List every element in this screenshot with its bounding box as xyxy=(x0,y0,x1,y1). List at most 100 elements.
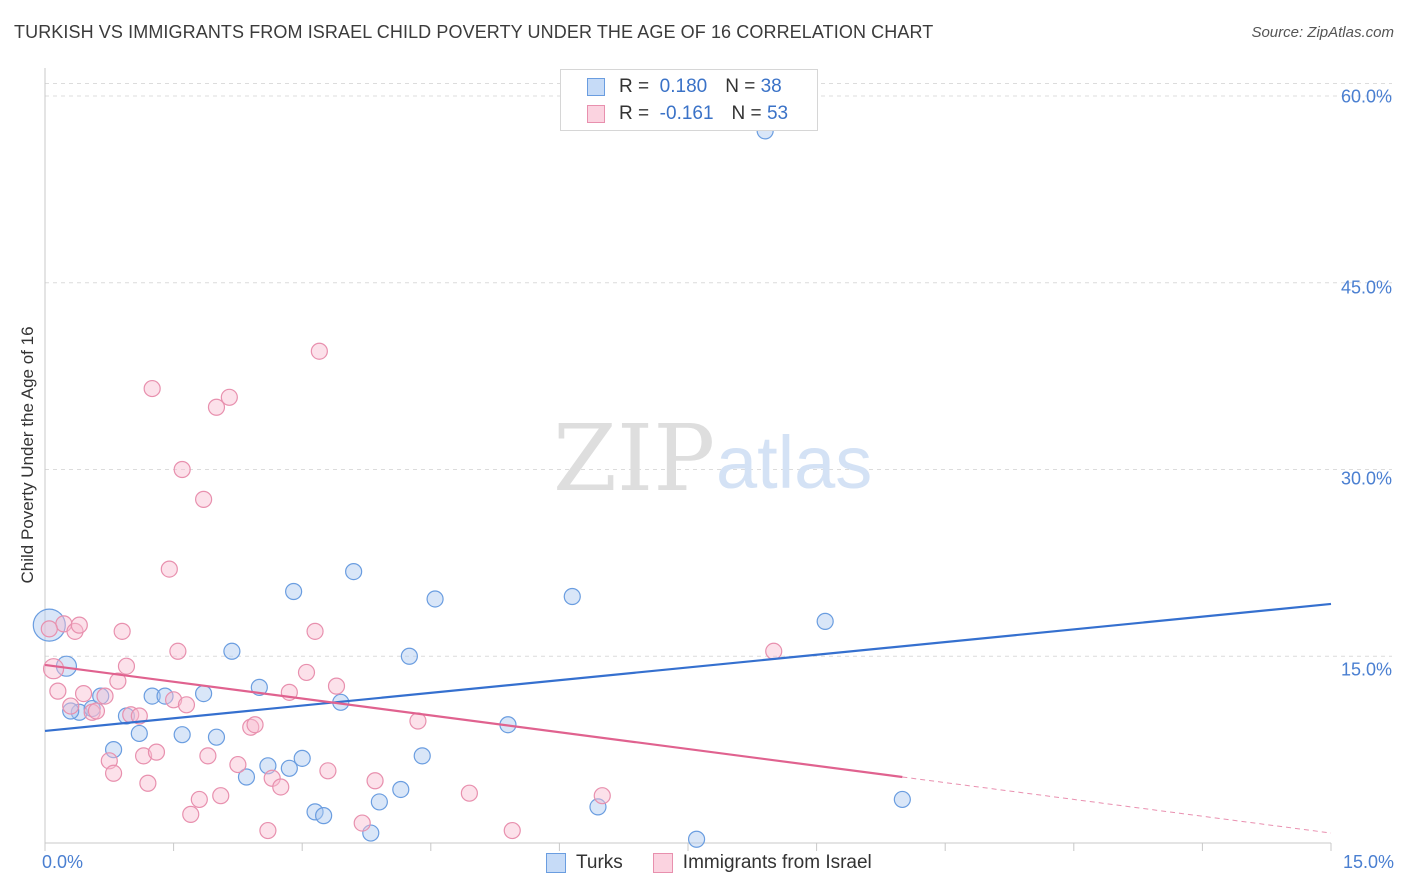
r-label: R = xyxy=(619,76,650,97)
israel-point xyxy=(139,774,157,792)
israel-point xyxy=(70,616,88,634)
y-tick-label: 60.0% xyxy=(1340,86,1392,107)
israel-swatch xyxy=(652,853,673,873)
israel-point xyxy=(207,398,226,416)
israel-r-value: -0.161 xyxy=(659,103,714,124)
israel-point xyxy=(182,805,200,823)
israel-point xyxy=(49,682,67,700)
x-tick-label: 0.0% xyxy=(42,852,84,872)
turks-trend-line xyxy=(44,602,1332,733)
turks-point xyxy=(285,582,303,601)
israel-point xyxy=(297,663,316,682)
turks-point xyxy=(816,612,834,630)
turks-point xyxy=(589,798,607,816)
israel-point xyxy=(42,658,65,680)
turks-point xyxy=(207,728,226,746)
turks-point xyxy=(156,687,174,705)
chart-title: TURKISH VS IMMIGRANTS FROM ISRAEL CHILD … xyxy=(14,22,934,42)
legend-row-turks: R = 0.180 N = 38 xyxy=(587,75,782,99)
y-tick-label: 45.0% xyxy=(1340,277,1392,298)
turks-point xyxy=(293,749,311,767)
israel-point xyxy=(366,772,384,790)
israel-point xyxy=(263,769,281,787)
israel-point xyxy=(460,784,478,802)
israel-point xyxy=(190,790,208,809)
turks-point xyxy=(130,724,148,743)
israel-point xyxy=(87,702,106,720)
turks-point xyxy=(143,687,161,705)
y-tick-label: 30.0% xyxy=(1340,468,1392,489)
turks-point xyxy=(173,726,191,744)
israel-point xyxy=(143,379,161,398)
turks-r-value: 0.180 xyxy=(659,76,708,97)
israel-point xyxy=(503,821,521,840)
israel-point xyxy=(246,716,264,734)
source-label: Source: ZipAtlas.com xyxy=(1251,24,1394,41)
turks-point xyxy=(62,702,80,720)
turks-point xyxy=(893,790,911,809)
legend-item-turks: Turks xyxy=(546,852,623,874)
turks-n-value: 38 xyxy=(760,76,782,97)
turks-point xyxy=(315,807,333,825)
turks-point xyxy=(306,803,324,821)
turks-point xyxy=(426,590,444,608)
israel-point xyxy=(319,762,337,780)
x-tick-label: 15.0% xyxy=(1342,852,1394,872)
israel-point xyxy=(96,687,114,705)
turks-point xyxy=(413,747,431,765)
turks-point xyxy=(195,684,213,703)
israel-point xyxy=(173,460,191,479)
israel-point xyxy=(169,642,187,660)
turks-point xyxy=(687,830,706,848)
israel-point xyxy=(113,622,131,640)
stats-legend: R = 0.180 N = 38 R = -0.161 N = 53 xyxy=(560,69,818,131)
n-label: N = xyxy=(725,76,756,97)
israel-point xyxy=(130,707,148,725)
turks-point xyxy=(104,741,123,759)
series-legend: Turks Immigrants from Israel xyxy=(546,852,902,874)
israel-point xyxy=(199,747,217,765)
israel-point xyxy=(220,388,238,406)
israel-point xyxy=(160,560,178,578)
israel-point xyxy=(229,755,247,774)
r-label: R = xyxy=(619,103,650,124)
israel-point xyxy=(117,657,136,675)
israel-n-value: 53 xyxy=(766,103,789,124)
israel-label: Immigrants from Israel xyxy=(682,852,872,873)
israel-point xyxy=(310,342,328,360)
israel-point xyxy=(177,696,196,714)
turks-point xyxy=(345,562,363,581)
israel-point xyxy=(327,677,346,695)
n-label: N = xyxy=(731,103,762,124)
turks-point xyxy=(70,703,88,721)
israel-swatch xyxy=(587,105,605,123)
turks-point xyxy=(392,780,410,799)
israel-point xyxy=(212,787,230,805)
turks-point xyxy=(223,642,241,660)
turks-point xyxy=(400,647,418,665)
israel-trend-line xyxy=(44,663,903,779)
legend-row-israel: R = -0.161 N = 53 xyxy=(587,102,788,126)
israel-point xyxy=(306,622,324,640)
israel-point xyxy=(165,691,183,709)
turks-swatch xyxy=(546,853,566,873)
watermark-zip: ZIP xyxy=(553,405,715,512)
turks-point xyxy=(280,759,298,777)
israel-point xyxy=(259,821,277,840)
israel-point xyxy=(593,787,611,805)
israel-point xyxy=(147,743,166,761)
israel-point xyxy=(272,778,290,796)
israel-point xyxy=(765,642,783,660)
israel-trend-extension xyxy=(902,776,1332,834)
turks-point xyxy=(237,768,256,786)
israel-point xyxy=(109,672,127,690)
y-tick-label: 15.0% xyxy=(1340,659,1392,680)
turks-point xyxy=(563,587,581,606)
israel-point xyxy=(353,814,371,832)
turks-label: Turks xyxy=(576,852,623,873)
turks-point xyxy=(32,608,66,642)
israel-point xyxy=(40,620,58,638)
turks-swatch xyxy=(587,78,605,96)
israel-point xyxy=(195,490,213,508)
